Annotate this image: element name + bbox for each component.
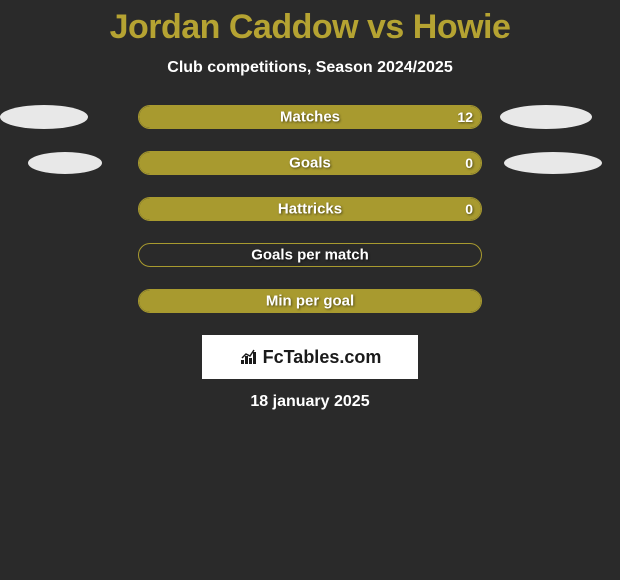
stat-rows: Matches 12 Goals 0 Hattricks 0 Goals per match… bbox=[0, 105, 620, 313]
stat-bar: Hattricks 0 bbox=[138, 197, 482, 221]
stat-bar: Goals per match bbox=[138, 243, 482, 267]
logo-box: FcTables.com bbox=[202, 335, 418, 379]
bar-label: Hattricks bbox=[278, 201, 342, 218]
stat-bar: Matches 12 bbox=[138, 105, 482, 129]
chart-icon bbox=[239, 348, 261, 366]
stat-row: Goals per match bbox=[0, 243, 620, 267]
left-ellipse bbox=[28, 152, 102, 174]
stat-row: Goals 0 bbox=[0, 151, 620, 175]
bar-label: Goals bbox=[289, 155, 331, 172]
bar-value: 0 bbox=[465, 201, 473, 217]
stat-row: Matches 12 bbox=[0, 105, 620, 129]
bar-label: Min per goal bbox=[266, 293, 354, 310]
stat-row: Hattricks 0 bbox=[0, 197, 620, 221]
right-ellipse bbox=[500, 105, 592, 129]
right-ellipse bbox=[504, 152, 602, 174]
bar-value: 12 bbox=[457, 109, 473, 125]
comparison-infographic: Jordan Caddow vs Howie Club competitions… bbox=[0, 0, 620, 411]
page-title: Jordan Caddow vs Howie bbox=[0, 8, 620, 47]
bar-label: Matches bbox=[280, 109, 340, 126]
bar-label: Goals per match bbox=[251, 247, 369, 264]
left-ellipse bbox=[0, 105, 88, 129]
logo: FcTables.com bbox=[239, 347, 382, 368]
logo-text: FcTables.com bbox=[263, 347, 382, 368]
subtitle: Club competitions, Season 2024/2025 bbox=[0, 59, 620, 77]
footer-date: 18 january 2025 bbox=[0, 393, 620, 411]
stat-bar: Min per goal bbox=[138, 289, 482, 313]
stat-bar: Goals 0 bbox=[138, 151, 482, 175]
bar-value: 0 bbox=[465, 155, 473, 171]
stat-row: Min per goal bbox=[0, 289, 620, 313]
